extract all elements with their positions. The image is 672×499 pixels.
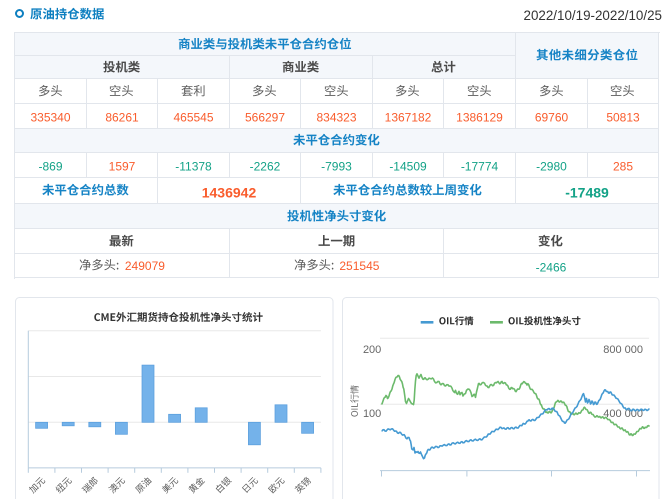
svg-text:100: 100 [363,408,381,420]
svg-text:800 000: 800 000 [603,344,643,356]
svg-text:200: 200 [363,344,381,356]
svg-text:400 000: 400 000 [603,408,643,420]
